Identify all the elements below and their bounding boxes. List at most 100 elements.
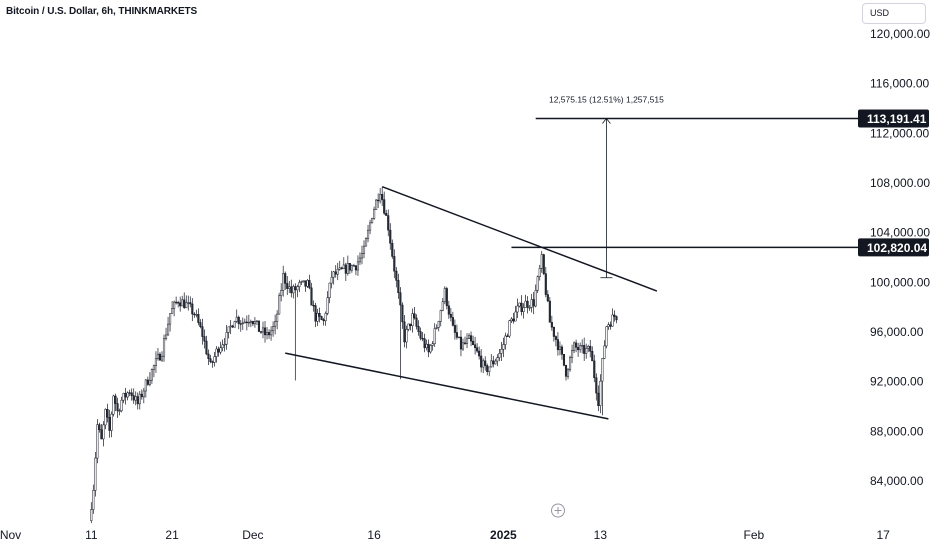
candle	[532, 291, 535, 315]
candle	[546, 290, 549, 303]
candle-body	[494, 360, 497, 365]
candle	[581, 339, 584, 354]
candle	[106, 403, 109, 423]
candle-body	[132, 395, 135, 401]
candle-body	[189, 302, 192, 305]
time-tick-label: 13	[594, 528, 608, 542]
candle	[356, 255, 359, 276]
candle-body	[263, 327, 267, 336]
candle-body	[387, 215, 390, 231]
candle-body	[270, 330, 273, 336]
candle-body	[427, 343, 430, 353]
time-axis: Nov 11 21 Dec 16 2025 13 Feb 17	[0, 528, 890, 542]
currency-selector[interactable]: USD	[862, 3, 926, 24]
candle	[385, 209, 388, 216]
candle-body	[219, 347, 222, 353]
candle	[502, 337, 505, 358]
candle	[322, 317, 325, 326]
candle	[344, 262, 347, 281]
candle-body	[144, 379, 147, 392]
candle	[514, 305, 517, 322]
candle	[486, 363, 489, 376]
candle	[350, 264, 353, 273]
candle	[231, 324, 234, 328]
candle	[308, 274, 311, 290]
price-tick-label: 96,000.00	[870, 325, 924, 339]
time-tick-label: 16	[367, 528, 381, 542]
candle	[579, 342, 582, 353]
candle	[389, 223, 392, 250]
candle-body	[138, 393, 141, 405]
candle-body	[227, 326, 230, 333]
candle	[128, 389, 131, 397]
candle	[601, 357, 604, 416]
candle	[589, 340, 592, 358]
candle-body	[395, 270, 398, 281]
candle-body	[504, 335, 507, 345]
candle-body	[528, 307, 531, 309]
candle	[261, 321, 265, 339]
candle-body	[433, 328, 436, 344]
candle-body	[530, 299, 533, 308]
candle-body	[241, 322, 244, 324]
candle-body	[231, 325, 234, 328]
candle	[189, 296, 192, 308]
candle	[108, 409, 111, 438]
candle	[235, 309, 238, 324]
candle	[366, 224, 370, 243]
candle-body	[423, 338, 426, 349]
candle	[383, 191, 386, 215]
candle-body	[405, 329, 408, 343]
candle-body	[449, 314, 452, 318]
candle	[431, 341, 434, 351]
candle	[330, 270, 333, 289]
candle-body	[461, 342, 465, 350]
candle-body	[601, 358, 604, 382]
candle-body	[286, 283, 289, 289]
candle-body	[237, 316, 240, 324]
candle-body	[358, 257, 362, 263]
candle-body	[425, 343, 428, 349]
candle-body	[550, 322, 553, 328]
candle	[540, 250, 543, 273]
candle	[298, 279, 301, 293]
candle-body	[334, 271, 337, 275]
candle-body	[152, 365, 155, 370]
candle	[538, 264, 541, 281]
candle	[346, 255, 349, 276]
candle	[377, 193, 380, 208]
candle-body	[467, 335, 471, 340]
candle	[548, 296, 551, 323]
candle	[498, 348, 501, 362]
candle	[470, 331, 473, 347]
candle	[169, 313, 172, 332]
candle-body	[447, 305, 450, 315]
candle	[158, 352, 162, 361]
candle	[568, 355, 572, 372]
candle-body	[342, 264, 345, 269]
time-tick-label: Feb	[744, 528, 765, 542]
add-indicator-icon[interactable]	[551, 503, 565, 518]
candle	[138, 390, 141, 410]
candle-body	[110, 413, 113, 431]
candle-body	[124, 392, 127, 398]
candle	[247, 314, 250, 327]
candle	[542, 253, 545, 276]
candle	[130, 388, 133, 401]
candle-body	[362, 245, 366, 254]
candle	[96, 419, 99, 464]
candle-body	[441, 301, 444, 311]
candle	[476, 343, 479, 353]
candle	[597, 385, 600, 412]
candle-body	[417, 326, 420, 332]
candle	[520, 295, 523, 316]
candle-body	[179, 302, 182, 307]
candle-body	[381, 194, 384, 200]
candle-body	[484, 360, 487, 366]
price-tick-label: 112,000.00	[870, 126, 929, 140]
candle	[449, 307, 452, 322]
candle	[441, 298, 444, 312]
candle	[455, 324, 458, 340]
candle-body	[298, 282, 301, 287]
